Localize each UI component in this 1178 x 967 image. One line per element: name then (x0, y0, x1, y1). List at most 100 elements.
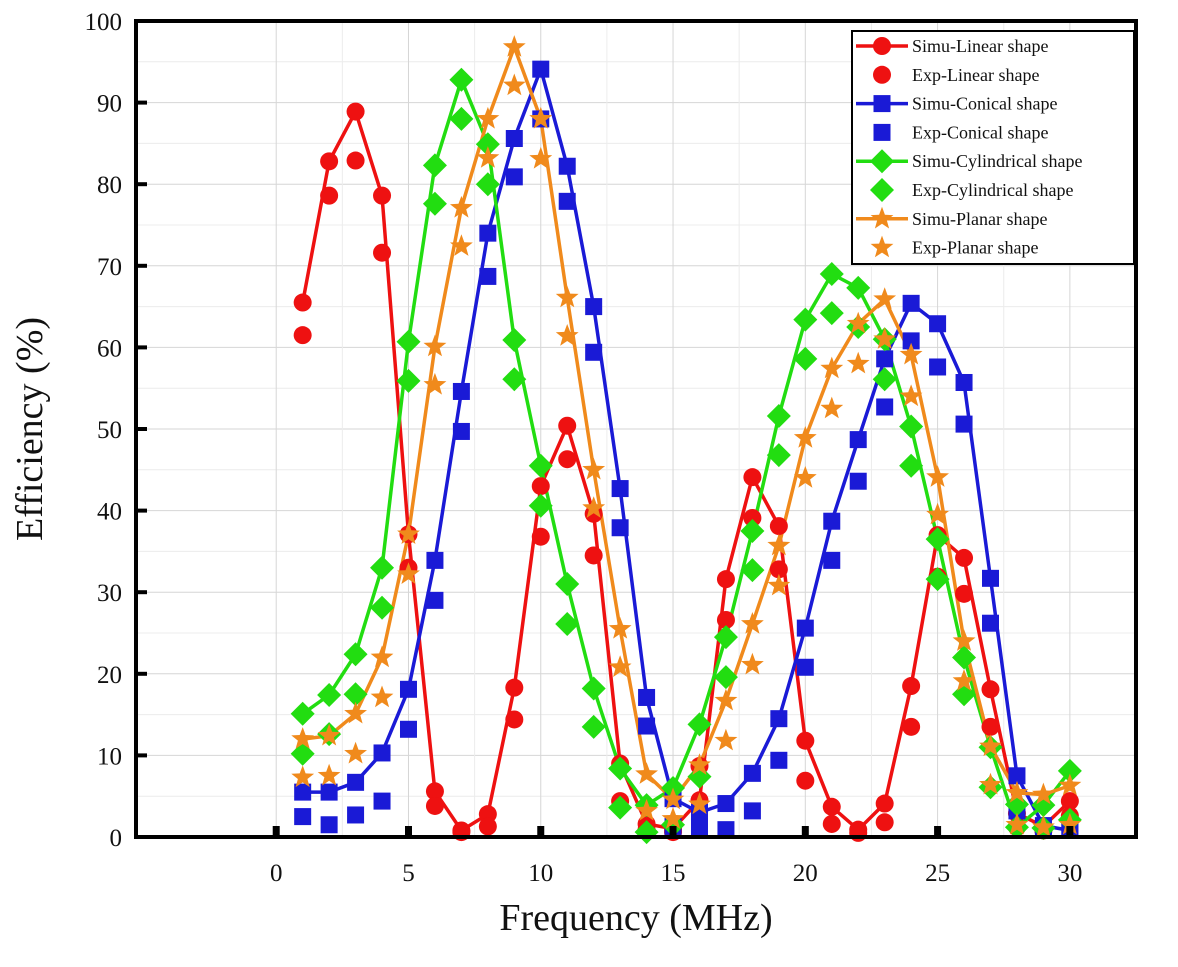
data-point (743, 764, 761, 782)
data-point (290, 741, 315, 766)
data-point (373, 243, 392, 262)
data-point (475, 132, 500, 157)
legend-label: Exp-Conical shape (912, 122, 1048, 142)
data-point (743, 802, 761, 820)
legend-marker (873, 65, 891, 84)
data-point (1005, 812, 1029, 835)
data-point (793, 426, 817, 448)
data-point (899, 414, 924, 439)
data-point (479, 267, 497, 285)
data-point (611, 480, 629, 498)
x-tick-label: 25 (925, 860, 950, 887)
data-point (952, 645, 977, 670)
data-point (608, 616, 632, 639)
data-point (1031, 793, 1056, 818)
data-point (955, 415, 973, 433)
data-point (343, 642, 368, 667)
data-point (1032, 782, 1055, 805)
legend-marker (870, 149, 894, 174)
data-point (717, 795, 735, 813)
data-point (1057, 758, 1082, 783)
legend-marker (873, 95, 891, 113)
data-point (822, 797, 841, 816)
data-point (373, 744, 391, 762)
y-tick-label: 10 (97, 743, 122, 770)
data-point (1005, 780, 1029, 803)
data-point (478, 817, 497, 836)
data-point (926, 502, 949, 525)
data-point (290, 701, 315, 726)
data-point (638, 688, 656, 706)
data-point (584, 546, 603, 565)
data-point (475, 172, 500, 197)
data-point (688, 753, 711, 775)
data-point (770, 751, 788, 769)
legend-label: Exp-Linear shape (912, 65, 1039, 85)
data-point (1008, 767, 1026, 785)
data-point (582, 496, 606, 518)
data-point (449, 67, 474, 92)
data-point (422, 153, 447, 178)
data-point (872, 367, 897, 392)
data-point (793, 346, 818, 371)
data-point (502, 35, 526, 57)
legend-label: Simu-Linear shape (912, 36, 1048, 56)
legend-item: Exp-Linear shape (873, 65, 1039, 85)
data-point (532, 60, 550, 78)
data-point (796, 771, 815, 790)
data-point (769, 560, 788, 579)
data-point (397, 562, 420, 584)
data-point (555, 572, 580, 597)
y-tick-label: 0 (110, 825, 123, 852)
legend-label: Simu-Planar shape (912, 209, 1047, 229)
legend-item: Simu-Planar shape (856, 206, 1047, 229)
data-point (320, 816, 338, 834)
data-point (902, 332, 920, 350)
data-point (425, 796, 444, 815)
data-point (452, 382, 470, 400)
legend-item: Simu-Linear shape (856, 36, 1048, 56)
data-point (1060, 792, 1079, 811)
series-points-6 (291, 35, 1082, 810)
data-point (929, 358, 947, 376)
data-point (926, 465, 949, 487)
legend-label: Exp-Cylindrical shape (912, 180, 1073, 200)
data-point (320, 783, 338, 801)
data-point (876, 398, 894, 416)
data-point (717, 821, 735, 839)
data-point (558, 192, 576, 210)
y-tick-label: 20 (97, 662, 122, 689)
data-point (529, 146, 553, 169)
y-tick-label: 40 (97, 499, 122, 526)
data-point (925, 567, 950, 592)
x-tick-label: 5 (402, 860, 415, 887)
data-point (793, 307, 818, 332)
data-point (849, 431, 867, 449)
data-point (370, 645, 394, 668)
data-point (450, 195, 473, 218)
data-point (952, 629, 976, 651)
data-point (529, 106, 553, 129)
legend-item: Simu-Cylindrical shape (856, 149, 1082, 174)
series-line-6 (302, 45, 1071, 802)
grid (136, 20, 1136, 838)
data-point (899, 384, 923, 407)
data-point (317, 683, 342, 708)
data-point (819, 301, 844, 326)
legend-label: Simu-Conical shape (912, 94, 1057, 114)
data-point (476, 106, 500, 129)
data-point (713, 665, 738, 690)
data-point (317, 723, 341, 746)
data-point (714, 728, 738, 751)
data-point (399, 680, 417, 698)
x-tick-label: 15 (661, 860, 686, 887)
legend-item: Exp-Conical shape (873, 122, 1048, 142)
data-point (823, 512, 841, 530)
data-point (876, 350, 894, 368)
data-point (585, 298, 603, 316)
data-point (555, 285, 579, 308)
data-point (687, 712, 712, 737)
data-point (955, 548, 974, 567)
y-tick-label: 60 (97, 335, 122, 362)
